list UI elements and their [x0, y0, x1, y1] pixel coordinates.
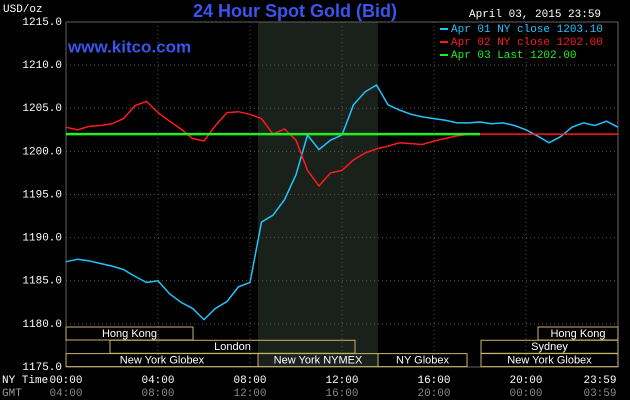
gmt-tick-label: 04:00 — [49, 388, 82, 400]
y-axis-label: USD/oz — [3, 4, 43, 16]
x-tick-label: 16:00 — [417, 375, 450, 387]
x2-axis-label: GMT — [2, 388, 22, 400]
session-label: New York Globex — [507, 355, 592, 367]
y-tick-label: 1190.0 — [22, 233, 62, 245]
x-tick-label: 08:00 — [233, 375, 266, 387]
session-box — [377, 353, 468, 368]
gmt-tick-label: 00:00 — [509, 388, 542, 400]
session-label: Hong Kong — [102, 328, 157, 340]
y-tick-label: 1210.0 — [22, 60, 62, 72]
x-tick-label: 20:00 — [509, 375, 542, 387]
y-tick-label: 1180.0 — [22, 319, 62, 331]
gmt-tick-label: 20:00 — [417, 388, 450, 400]
session-label: Hong Kong — [550, 328, 605, 340]
y-tick-label: 1215.0 — [22, 17, 62, 29]
watermark: www.kitco.com — [67, 37, 191, 56]
session-box — [480, 353, 619, 368]
y-tick-label: 1200.0 — [22, 146, 62, 158]
legend-label: Apr 01 NY close 1203.10 — [451, 24, 603, 36]
gmt-tick-label: 16:00 — [325, 388, 358, 400]
x-tick-label: 04:00 — [141, 375, 174, 387]
x-tick-label: 12:00 — [325, 375, 358, 387]
y-tick-label: 1185.0 — [22, 276, 62, 288]
session-label: New York Globex — [120, 355, 205, 367]
x-tick-label: 23:59 — [583, 375, 616, 387]
session-label: Sydney — [531, 341, 568, 353]
gmt-tick-label: 03:59 — [583, 388, 616, 400]
y-tick-label: 1195.0 — [22, 189, 62, 201]
chart-title: 24 Hour Spot Gold (Bid) — [193, 1, 397, 21]
gmt-tick-label: 08:00 — [141, 388, 174, 400]
x-axis-label: NY Time — [2, 375, 48, 387]
timestamp: April 03, 2015 23:59 — [469, 9, 601, 21]
session-label: New York NYMEX — [274, 355, 363, 367]
series-line — [65, 100, 618, 188]
gmt-tick-label: 12:00 — [233, 388, 266, 400]
session-label: NY Globex — [396, 355, 449, 367]
y-tick-label: 1205.0 — [22, 103, 62, 115]
x-tick-label: 00:00 — [49, 375, 82, 387]
session-label: London — [214, 341, 251, 353]
legend-label: Apr 03 Last 1202.00 — [451, 50, 576, 62]
y-tick-label: 1175.0 — [22, 362, 62, 374]
legend-label: Apr 02 NY close 1202.00 — [451, 37, 603, 49]
